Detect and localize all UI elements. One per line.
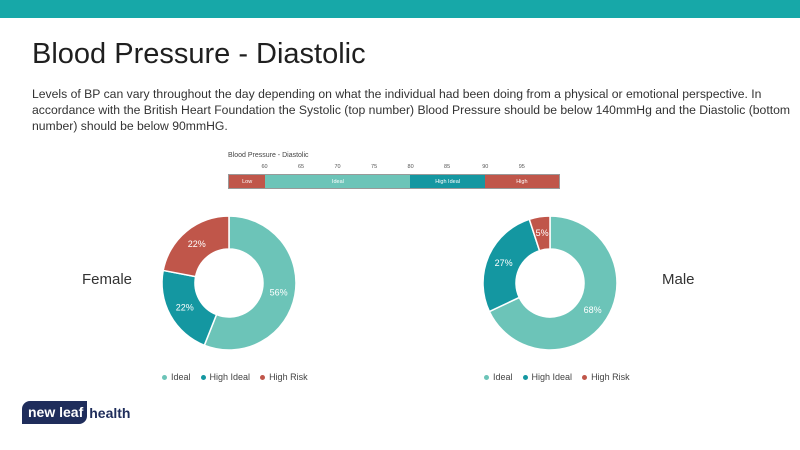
slice-ideal [488, 215, 618, 351]
legend-item: High Ideal [522, 372, 573, 382]
scale-tick: 70 [334, 164, 341, 170]
legend-label: Ideal [171, 372, 191, 382]
slice-value-label: 22% [188, 239, 206, 249]
male-legend: Ideal High Ideal High Risk [484, 372, 630, 382]
legend-swatch-ideal [162, 374, 167, 380]
scale-tick: 75 [371, 164, 378, 170]
male-label: Male [662, 271, 695, 288]
legend-item: Ideal [484, 372, 513, 382]
scale-segment-high-ideal: High Ideal [410, 175, 485, 188]
legend-label: High Risk [269, 372, 308, 382]
legend-label: Ideal [493, 372, 513, 382]
female-label: Female [82, 271, 133, 288]
legend-item: High Ideal [200, 372, 251, 382]
legend-item: High Risk [260, 372, 308, 382]
scale-tick: 95 [518, 164, 525, 170]
slice-value-label: 22% [176, 302, 194, 312]
scale-tick: 85 [444, 164, 451, 170]
page-title: Blood Pressure - Diastolic [32, 38, 366, 70]
bp-scale-bar: Low Ideal High Ideal High [228, 174, 560, 189]
legend-swatch-ideal [484, 374, 489, 380]
legend-swatch-high-risk [582, 374, 588, 380]
slice-value-label: 27% [495, 258, 513, 268]
top-accent-bar [0, 0, 800, 18]
legend-label: High Ideal [209, 372, 251, 382]
legend-label: High Risk [591, 372, 630, 382]
scale-title: Blood Pressure - Diastolic [228, 152, 309, 159]
legend-swatch-high-risk [260, 374, 266, 380]
legend-swatch-high-ideal [522, 374, 528, 380]
scale-segment-low: Low [229, 175, 266, 188]
scale-tick: 60 [261, 164, 268, 170]
scale-tick: 65 [297, 164, 305, 170]
slice-high-risk [528, 215, 551, 252]
slice-value-label: 5% [536, 228, 549, 238]
male-donut-chart: 68% 27% 5% [482, 215, 618, 351]
legend-label: High Ideal [531, 372, 573, 382]
slice-high-risk [162, 215, 230, 278]
new-leaf-health-logo: new leaf health [22, 401, 130, 424]
logo-wordmark: health [89, 404, 131, 421]
slice-value-label: 56% [270, 287, 288, 297]
scale-tick: 80 [407, 164, 414, 170]
legend-item: Ideal [162, 372, 191, 382]
slice-high-ideal [482, 218, 541, 313]
slice-ideal [203, 215, 297, 351]
slice-value-label: 68% [584, 305, 602, 315]
female-donut-chart: 56% 22% 22% [161, 215, 297, 351]
scale-tick: 90 [482, 164, 489, 170]
scale-segment-high: High [484, 175, 559, 188]
female-legend: Ideal High Ideal High Risk [162, 372, 308, 382]
legend-swatch-high-ideal [200, 374, 206, 380]
logo-mark: new leaf [22, 401, 88, 424]
intro-paragraph: Levels of BP can vary throughout the day… [32, 87, 791, 133]
scale-ticks: 60 65 70 75 80 85 90 95 [228, 164, 560, 174]
scale-segment-ideal: Ideal [265, 175, 411, 188]
legend-item: High Risk [582, 372, 630, 382]
